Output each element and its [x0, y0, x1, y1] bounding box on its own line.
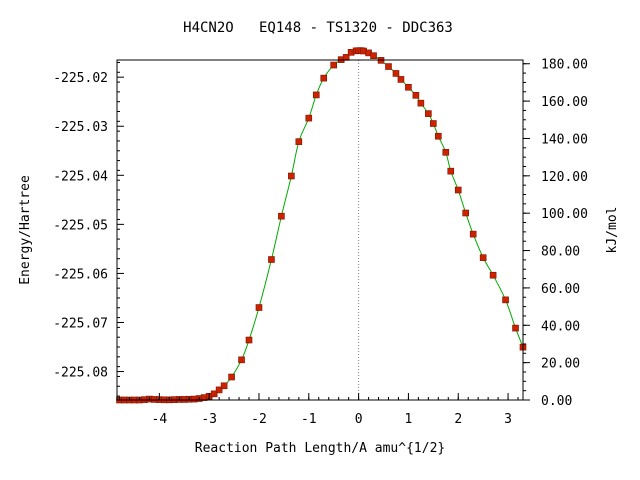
y-right-tick-label: 100.00	[541, 207, 588, 222]
y-right-tick-label: 60.00	[541, 282, 580, 297]
data-point	[288, 172, 295, 180]
right-y-axis-label: kJ/mol	[605, 207, 620, 254]
plot-area	[116, 47, 527, 404]
chart-title: H4CN2O EQ148 - TS1320 - DDC363	[183, 20, 453, 36]
data-point	[238, 356, 245, 364]
x-axis-label: Reaction Path Length/A amu^{1/2}	[195, 441, 445, 456]
data-point	[462, 209, 470, 217]
y-right-tick-label: 160.00	[541, 95, 588, 110]
x-tick-label: -2	[251, 412, 267, 427]
data-point	[210, 390, 218, 398]
right-y-axis: 0.00 20.00 40.00 60.00 80.00 100.00 120.00 140.…	[523, 58, 588, 409]
data-point	[512, 324, 519, 332]
data-point	[392, 70, 400, 77]
data-point	[417, 99, 425, 107]
data-point	[255, 304, 263, 311]
y-right-tick-label: 40.00	[541, 319, 580, 334]
data-point	[430, 120, 437, 127]
data-point	[295, 138, 303, 145]
x-tick-label: -1	[301, 412, 317, 427]
data-point	[320, 74, 328, 82]
data-point	[370, 52, 377, 60]
data-point	[479, 254, 487, 261]
y-left-tick-label: -225.05	[53, 218, 108, 233]
data-point	[405, 83, 412, 91]
data-point	[278, 212, 285, 220]
data-point	[412, 92, 420, 99]
y-right-tick-label: 20.00	[541, 357, 580, 372]
x-axis: -4 -3 -2 -1 0 1 2 3	[118, 393, 519, 427]
data-point	[245, 336, 253, 344]
x-tick-label: 1	[405, 412, 413, 427]
data-point	[215, 386, 223, 394]
y-left-tick-label: -225.07	[53, 316, 108, 331]
x-tick-label: 3	[504, 412, 512, 427]
data-point	[268, 256, 275, 263]
data-point	[442, 148, 450, 156]
data-point	[502, 296, 509, 304]
y-right-tick-label: 140.00	[541, 132, 588, 147]
data-point	[220, 382, 228, 390]
data-point	[228, 373, 235, 381]
x-tick-label: 0	[355, 412, 363, 427]
data-point	[489, 271, 497, 279]
left-y-axis: -225.08 -225.07 -225.06 -225.05 -225.04 -225.…	[53, 61, 124, 397]
data-point	[305, 114, 313, 122]
y-right-tick-label: 180.00	[541, 58, 588, 73]
series-line	[119, 50, 524, 401]
data-point	[447, 167, 455, 175]
y-right-tick-label: 120.00	[541, 170, 588, 185]
left-y-axis-label: Energy/Hartree	[18, 175, 33, 285]
x-tick-label: -3	[201, 412, 217, 427]
x-tick-label: 2	[454, 412, 462, 427]
data-point	[397, 76, 405, 83]
data-point	[435, 132, 442, 140]
data-point	[425, 110, 432, 117]
data-point	[312, 91, 320, 99]
y-left-tick-label: -225.08	[53, 366, 108, 381]
y-left-tick-label: -225.03	[53, 120, 108, 135]
y-right-tick-label: 0.00	[541, 394, 572, 409]
y-left-tick-label: -225.02	[53, 71, 108, 86]
x-tick-label: -4	[152, 412, 168, 427]
y-left-tick-label: -225.04	[53, 169, 108, 184]
y-right-tick-label: 80.00	[541, 245, 580, 260]
data-point	[330, 61, 338, 69]
data-point	[454, 186, 462, 194]
data-point	[385, 63, 392, 70]
data-point	[469, 230, 477, 238]
plot-frame	[116, 59, 524, 401]
y-left-tick-label: -225.06	[53, 267, 108, 282]
